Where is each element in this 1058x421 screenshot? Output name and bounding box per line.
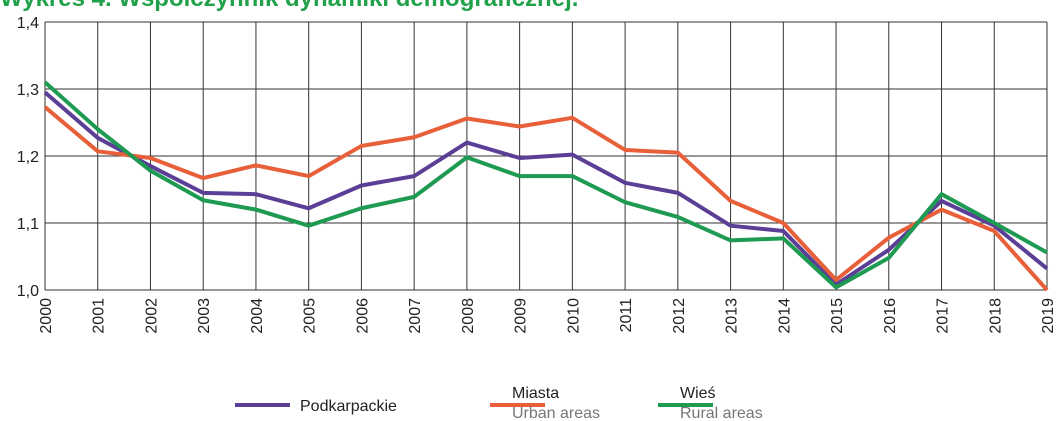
series-line [43, 105, 1049, 292]
y-tick-label: 1,4 [17, 15, 39, 32]
x-tick-label: 2004 [249, 298, 266, 334]
x-tick-label: 2006 [354, 298, 371, 334]
x-tick-label: 2002 [143, 298, 160, 334]
x-tick-label: 2012 [671, 298, 688, 334]
x-tick-label: 2018 [987, 298, 1004, 334]
legend-label: Miasta [512, 385, 559, 402]
x-tick-label: 2001 [91, 298, 108, 334]
x-tick-label: 2009 [513, 298, 530, 334]
x-tick-label: 2019 [1040, 298, 1057, 334]
y-tick-label: 1,0 [17, 283, 39, 300]
x-tick-label: 2014 [776, 298, 793, 334]
x-tick-label: 2010 [565, 298, 582, 334]
legend-label: Wieś [680, 385, 716, 402]
x-tick-label: 2016 [882, 298, 899, 334]
chart-title: Wykres 4. Współczynnik dynamiki demograf… [0, 0, 578, 12]
y-tick-label: 1,2 [17, 149, 39, 166]
legend-sublabel: Rural areas [680, 405, 763, 421]
legend-label: Podkarpackie [300, 398, 397, 415]
x-tick-label: 2007 [407, 298, 424, 334]
series-line [43, 80, 1048, 290]
legend-sublabel: Urban areas [512, 405, 600, 421]
x-tick-label: 2005 [302, 298, 319, 334]
x-tick-label: 2013 [724, 298, 741, 334]
y-tick-label: 1,1 [17, 216, 39, 233]
x-tick-label: 2003 [196, 298, 213, 334]
x-tick-label: 2017 [935, 298, 952, 334]
x-tick-label: 2008 [460, 298, 477, 334]
series-line [43, 90, 1049, 287]
x-tick-label: 2000 [38, 298, 55, 334]
x-tick-label: 2015 [829, 298, 846, 334]
y-tick-label: 1,3 [17, 82, 39, 99]
x-tick-label: 2011 [618, 298, 635, 333]
